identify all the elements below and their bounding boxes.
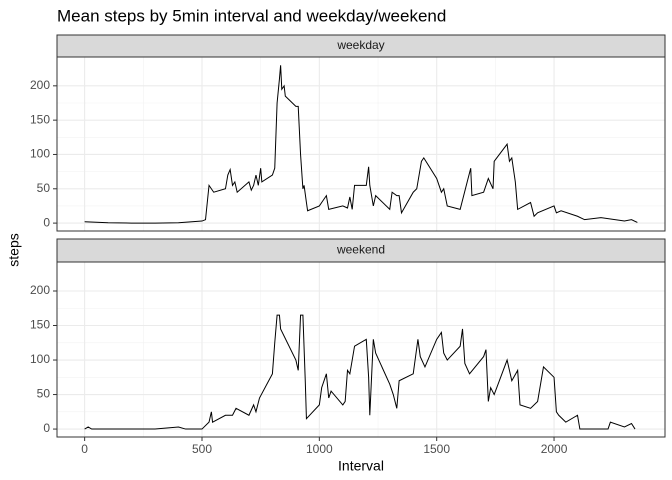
y-tick-label: 50 [37, 181, 51, 195]
y-tick-label: 0 [43, 421, 50, 435]
data-line [84, 314, 636, 430]
panel-border [56, 261, 666, 438]
y-tick-label: 150 [30, 318, 50, 332]
data-line [84, 65, 638, 224]
y-tick-label: 100 [30, 352, 50, 366]
y-tick-label: 200 [30, 283, 50, 297]
y-tick-label: 50 [37, 387, 51, 401]
panel-background [57, 262, 665, 437]
x-tick-label: 1000 [306, 442, 333, 456]
y-tick-label: 150 [30, 112, 50, 126]
panel-border [56, 56, 666, 232]
x-tick-label: 500 [192, 442, 212, 456]
x-tick-label: 1500 [423, 442, 450, 456]
chart-title: Mean steps by 5min interval and weekday/… [57, 6, 446, 25]
y-tick-label: 100 [30, 147, 50, 161]
x-tick-label: 2000 [541, 442, 568, 456]
x-tick-label: 0 [81, 442, 88, 456]
panel-background [57, 57, 665, 231]
y-axis-title: steps [6, 233, 22, 266]
facet-label: weekend [336, 243, 385, 257]
x-axis-title: Interval [338, 458, 384, 474]
y-tick-label: 0 [43, 215, 50, 229]
facet-label: weekday [336, 38, 384, 52]
y-tick-label: 200 [30, 78, 50, 92]
